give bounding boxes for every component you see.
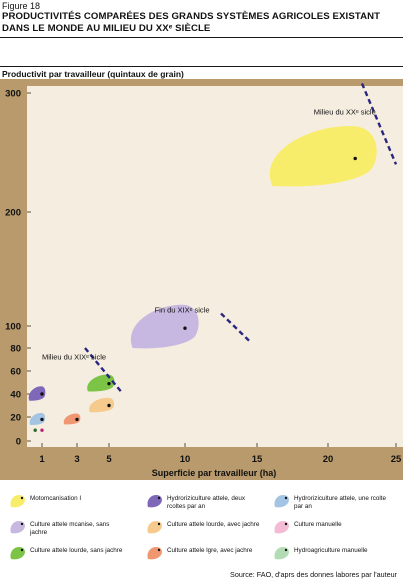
- legend-dot: [284, 522, 288, 526]
- legend-swatch: [147, 547, 162, 560]
- annotation-2: Milieu du XXᵉ sicle: [314, 107, 376, 116]
- y-tick-label-0: 0: [16, 437, 21, 448]
- title-line-2: DANS LE MONDE AU MILIEU DU XXᵉ SIÈCLE: [2, 23, 211, 34]
- series-blob-3: [89, 397, 115, 413]
- y-tick-label-7: 300: [5, 89, 21, 100]
- legend-swatch: [274, 495, 289, 508]
- frontier-line-1: [220, 312, 251, 343]
- series-point-5: [40, 392, 44, 396]
- blob-icon: [274, 495, 289, 508]
- legend-swatch: [10, 547, 25, 560]
- chart-plot: 0 20 40 60 80 100 200 300 1 3 5 10 15 20 25 Superficie …: [5, 83, 403, 478]
- y-tick-label-6: 200: [5, 208, 21, 219]
- legend-dot: [284, 548, 288, 552]
- x-tick-label-5: 20: [323, 454, 334, 465]
- legend-label: Hydroriziculture attele, une rcolte par …: [294, 495, 387, 510]
- frontier-line-0: [84, 347, 123, 393]
- source-note: Source: FAO, d'aprs des donnes labores p…: [230, 570, 397, 579]
- legend-dot: [20, 496, 24, 500]
- series-blob-1: [130, 304, 199, 349]
- legend-item: Hydroriziculture attele, une rcolte par …: [272, 493, 390, 519]
- title-divider: [0, 37, 403, 38]
- series-point-6: [40, 417, 44, 422]
- y-tick-label-3: 60: [10, 367, 21, 378]
- x-tick-label-4: 15: [252, 454, 263, 465]
- legend-item: Hydroriziculture attele, deux rcoltes pa…: [145, 493, 263, 519]
- legend-swatch: [274, 521, 289, 534]
- blob-icon: [10, 495, 25, 508]
- y-tick-label-5: 100: [5, 322, 21, 333]
- blob-icon: [147, 521, 162, 534]
- series-point-4: [75, 417, 79, 422]
- legend-item: Motomcanisation I: [8, 493, 126, 519]
- legend-dot: [284, 496, 288, 500]
- legend-dot: [157, 496, 161, 500]
- legend-swatch: [147, 521, 162, 534]
- blob-icon: [10, 521, 25, 534]
- legend-label: Culture attele lourde, sans jachre: [30, 547, 123, 554]
- y-tick-label-2: 40: [10, 390, 21, 401]
- series-blob-5: [28, 386, 46, 401]
- legend-label: Hydroriziculture attele, deux rcoltes pa…: [167, 495, 246, 510]
- legend-dot: [20, 522, 24, 526]
- page-title: PRODUCTIVITÉS COMPARÉES DES GRANDS SYSTÈ…: [2, 11, 400, 35]
- blob-icon: [147, 495, 162, 508]
- legend-item: Culture attele lgre, avec jachre: [145, 545, 263, 571]
- legend-swatch: [10, 521, 25, 534]
- x-tick-label-2: 5: [106, 454, 112, 465]
- annotation-0: Milieu du XIXᵉ sicle: [42, 353, 106, 362]
- blob-icon: [274, 521, 289, 534]
- legend-swatch: [274, 547, 289, 560]
- legend-dot: [157, 548, 161, 552]
- frontier-line-2: [360, 83, 398, 165]
- y-axis-title: Productivit par travailleur (quintaux de…: [2, 69, 184, 79]
- x-axis-title: Superficie par travailleur (ha): [152, 468, 277, 478]
- series-point-1: [183, 326, 187, 330]
- series-point-7: [40, 428, 44, 432]
- legend-swatch: [147, 495, 162, 508]
- legend-label: Culture manuelle: [294, 521, 342, 528]
- legend-label: Culture attele lgre, avec jachre: [167, 547, 253, 554]
- series-point-2: [107, 381, 111, 386]
- blob-icon: [10, 547, 25, 560]
- y-tick-label-1: 20: [10, 413, 21, 424]
- series-point-8: [33, 428, 37, 432]
- title-line-1: PRODUCTIVITÉS COMPARÉES DES GRANDS SYSTÈ…: [2, 11, 381, 22]
- y-tick-label-4: 80: [10, 344, 21, 355]
- legend-label: Culture attele mcanise, sans jachre: [30, 521, 110, 536]
- figure-label: Figure 18: [2, 1, 41, 11]
- legend-label: Culture attele lourde, avec jachre: [167, 521, 260, 528]
- legend-item: Culture attele lourde, avec jachre: [145, 519, 263, 545]
- x-tick-label-3: 10: [180, 454, 191, 465]
- series-blob-2: [87, 374, 115, 392]
- legend-dot: [20, 548, 24, 552]
- blob-icon: [147, 547, 162, 560]
- annotation-1: Fin du XIXᵉ sicle: [155, 305, 210, 314]
- legend-item: Culture attele mcanise, sans jachre: [8, 519, 126, 545]
- chart-top-divider: [0, 66, 403, 67]
- legend-swatch: [10, 495, 25, 508]
- blob-icon: [274, 547, 289, 560]
- x-tick-label-1: 3: [74, 454, 79, 465]
- x-tick-label-6: 25: [391, 454, 402, 465]
- legend-label: Hydroagriculture manuelle: [294, 547, 368, 554]
- legend-item: Culture manuelle: [272, 519, 390, 545]
- series-blob-0: [269, 125, 377, 187]
- series-blob-6: [29, 412, 46, 425]
- legend-label: Motomcanisation I: [30, 495, 82, 502]
- x-tick-label-0: 1: [39, 454, 45, 465]
- series-point-3: [107, 403, 111, 408]
- legend-item: Culture attele lourde, sans jachre: [8, 545, 126, 571]
- legend-item: Hydroagriculture manuelle: [272, 545, 390, 571]
- legend-dot: [157, 522, 161, 526]
- series-blob-4: [63, 413, 81, 425]
- series-point-0: [353, 156, 357, 161]
